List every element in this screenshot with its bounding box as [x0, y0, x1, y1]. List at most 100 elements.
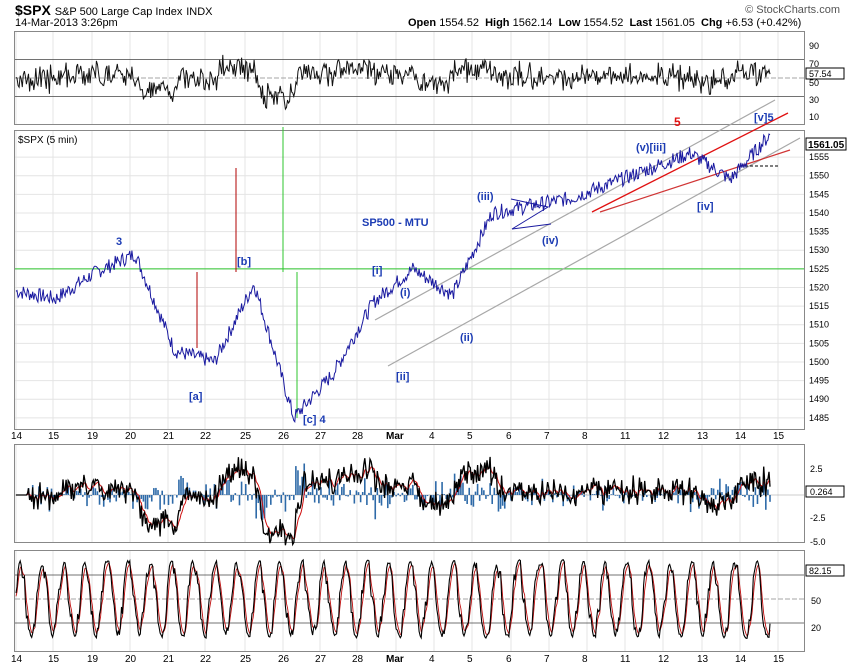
- rsi-line: [15, 54, 771, 111]
- channel-lower: [387, 137, 801, 367]
- wave-c4-label: [c] 4: [303, 414, 327, 426]
- chg-label: Chg: [701, 17, 723, 29]
- macd-line: [16, 456, 771, 547]
- x-label-28-0: 28: [352, 431, 364, 442]
- x-label-11-0: 11: [620, 431, 631, 442]
- price-y-ticks: 1555 1550 1545 1540 1535 1530 1525 1520 1515 1510…: [809, 152, 829, 423]
- x-label-14-0: 14: [11, 431, 23, 442]
- price-tick-1520: 1520: [809, 282, 829, 292]
- wave-iii-label: (iii): [477, 191, 494, 203]
- rsi-panel: [15, 54, 804, 111]
- index-name: S&P 500 Large Cap Index: [54, 6, 183, 18]
- wave-iv-label: (iv): [542, 235, 559, 247]
- price-tick-1525: 1525: [809, 264, 829, 274]
- x-axes: 14 14 15 15 19 19 20 20 21 21 22 22 25 25 26 26 27 27 28 28…: [11, 431, 785, 665]
- rsi-tick-10: 10: [809, 112, 819, 122]
- price-tick-1490: 1490: [809, 394, 829, 404]
- price-tick-1530: 1530: [809, 245, 829, 255]
- stoch-d-line: [15, 561, 771, 637]
- x-label-14-1: 14: [11, 654, 23, 665]
- x-label-14-0: 14: [735, 431, 747, 442]
- x-label-28-1: 28: [352, 654, 364, 665]
- high-value: 1562.14: [512, 17, 553, 29]
- x-label-27-0: 27: [315, 431, 327, 442]
- price-tick-1545: 1545: [809, 189, 829, 199]
- x-label-15-0: 15: [48, 431, 60, 442]
- x-label-15-1: 15: [773, 654, 785, 665]
- x-label-14-1: 14: [735, 654, 747, 665]
- wave-3-label: 3: [116, 236, 122, 248]
- macd-panel: [15, 456, 804, 547]
- x-label-11-1: 11: [620, 654, 631, 665]
- x-label-21-0: 21: [163, 431, 175, 442]
- price-panel: [15, 99, 804, 423]
- macd-current-box: [805, 485, 845, 498]
- exchange: INDX: [186, 6, 213, 18]
- rsi-panel-frame: [14, 31, 805, 125]
- x-label-27-1: 27: [315, 654, 327, 665]
- macd-tick-neg5: -5.0: [810, 537, 826, 547]
- quote-date: 14-Mar-2013 3:26pm: [15, 17, 118, 29]
- price-tick-1510: 1510: [809, 320, 829, 330]
- last-value: 1561.05: [655, 17, 695, 29]
- stoch-tick-20: 20: [811, 623, 821, 633]
- price-tick-1540: 1540: [809, 208, 829, 218]
- wave-i-label: (i): [400, 287, 411, 299]
- price-panel-label: $SPX (5 min): [18, 135, 77, 146]
- price-panel-frame: [14, 130, 805, 430]
- x-label-22-1: 22: [200, 654, 212, 665]
- triangle-iv: [510, 198, 550, 230]
- x-label-13-1: 13: [697, 654, 709, 665]
- chg-value: +6.53 (+0.42%): [725, 17, 802, 29]
- x-label-19-1: 19: [87, 654, 99, 665]
- x-label-20-0: 20: [125, 431, 137, 442]
- x-label-8-1: 8: [582, 654, 588, 665]
- rsi-current: 57.54: [809, 69, 832, 79]
- price-tick-1555: 1555: [809, 152, 829, 162]
- price-line: [15, 133, 771, 423]
- wave-i-bracket-label: [i]: [372, 265, 383, 277]
- low-label: Low: [558, 17, 581, 29]
- stockcharts-credit: © StockCharts.com: [745, 4, 840, 16]
- stoch-current-box: [805, 564, 845, 577]
- wave-5-red-label: 5: [674, 115, 681, 129]
- x-label-4-0: 4: [429, 431, 435, 442]
- rsi-current-box: [805, 67, 845, 80]
- rsi-tick-90: 90: [809, 41, 819, 51]
- x-label-7-0: 7: [544, 431, 550, 442]
- x-label-6-1: 6: [506, 654, 512, 665]
- channel-upper: [374, 99, 776, 321]
- mtu-label: SP500 - MTU: [362, 217, 429, 229]
- high-label: High: [485, 17, 510, 29]
- wave-v5-label: [v]5: [754, 112, 774, 124]
- price-tick-1535: 1535: [809, 227, 829, 237]
- macd-signal-line: [16, 463, 771, 540]
- panel-frames: [14, 31, 805, 652]
- price-current: 1561.05: [808, 140, 845, 151]
- price-tick-1550: 1550: [809, 171, 829, 181]
- stoch-panel-frame: [14, 550, 805, 652]
- x-label-Mar-0: Mar: [386, 431, 404, 442]
- wave-v-iii-label: (v)[iii]: [636, 142, 666, 154]
- stoch-tick-50: 50: [811, 596, 821, 606]
- x-label-26-1: 26: [278, 654, 290, 665]
- wave-ii-bracket-label: [ii]: [396, 371, 410, 383]
- rsi-tick-70: 70: [809, 59, 819, 69]
- x-label-5-0: 5: [467, 431, 473, 442]
- x-label-21-1: 21: [163, 654, 175, 665]
- x-label-8-0: 8: [582, 431, 588, 442]
- x-label-5-1: 5: [467, 654, 473, 665]
- price-tick-1495: 1495: [809, 376, 829, 386]
- x-label-15-1: 15: [48, 654, 60, 665]
- x-label-25-0: 25: [240, 431, 252, 442]
- x-label-13-0: 13: [697, 431, 709, 442]
- x-label-22-0: 22: [200, 431, 212, 442]
- price-tick-1515: 1515: [809, 301, 829, 311]
- stoch-current: 82.15: [809, 566, 832, 576]
- x-label-Mar-1: Mar: [386, 654, 404, 665]
- quote-values: Open 1554.52 High 1562.14 Low 1554.52 La…: [408, 17, 801, 29]
- wave-a-label: [a]: [189, 391, 203, 403]
- x-label-7-1: 7: [544, 654, 550, 665]
- x-label-25-1: 25: [240, 654, 252, 665]
